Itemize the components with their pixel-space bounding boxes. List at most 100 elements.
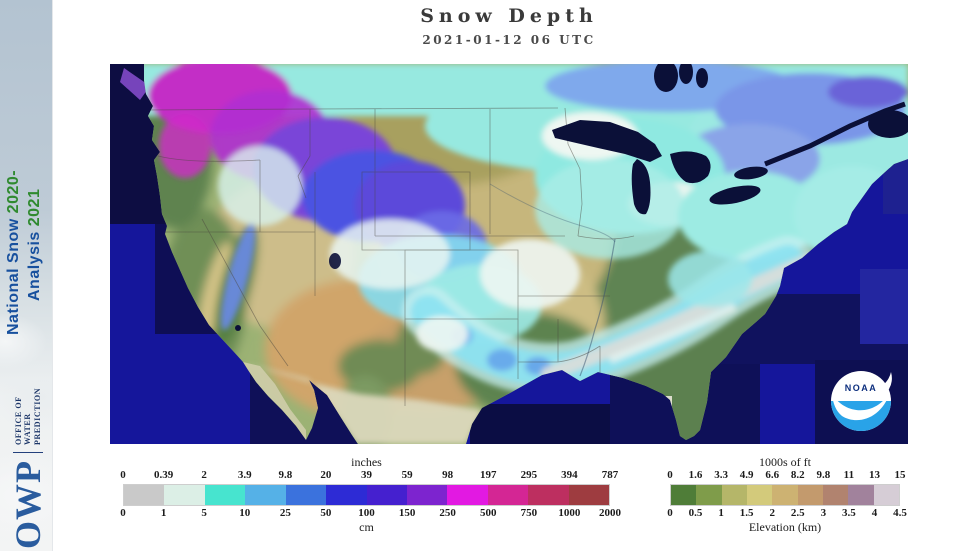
tick-label: 295 (520, 469, 538, 481)
tick-label: 1 (160, 507, 167, 519)
snow-color-segment (245, 485, 286, 505)
elevation-color-segment (848, 485, 874, 505)
tick-label: 0.39 (153, 469, 174, 481)
owp-org-name: OFFICE OF WATER PREDICTION (14, 388, 43, 445)
elevation-color-segment (746, 485, 773, 505)
tick-label: 250 (439, 507, 456, 519)
tick-label: 5 (201, 507, 207, 519)
tick-label: 2000 (599, 507, 621, 519)
tick-label: 197 (480, 469, 497, 481)
tick-label: 2 (769, 507, 775, 519)
elevation-colorbar (670, 484, 900, 506)
elevation-ticks-km: 0 0.5 1 1.5 2 2.5 3 3.5 4 4.5 (667, 507, 907, 521)
tick-label: 0 (667, 469, 673, 481)
tick-label: 3 (820, 507, 827, 519)
snow-color-segment (326, 485, 367, 505)
tick-label: 50 (320, 507, 332, 519)
elevation-color-segment (772, 485, 798, 505)
tick-label: 1 (718, 507, 724, 519)
elevation-legend: 1000s of ft 0 1.6 3.3 4.9 6.6 8.2 9.8 11… (667, 456, 907, 534)
tick-label: 150 (398, 507, 416, 519)
snow-color-segment (406, 485, 448, 505)
elevation-color-segment (873, 485, 899, 505)
tick-label: 500 (480, 507, 497, 519)
tick-label: 0 (120, 469, 126, 481)
snow-color-segment (366, 485, 407, 505)
noaa-logo: NOAA (831, 371, 892, 431)
tick-label: 20 (320, 469, 332, 481)
tick-label: 0 (120, 507, 126, 519)
owp-org-line2: WATER (23, 413, 33, 445)
owp-divider (13, 452, 43, 453)
snow-color-segment (285, 485, 327, 505)
snow-color-segment (124, 485, 165, 505)
snow-color-segment (164, 485, 205, 505)
vancouver-island (120, 68, 150, 100)
tick-label: 98 (442, 469, 454, 481)
tick-label: 2 (201, 469, 207, 481)
valid-datetime: 2021-01-12 06 UTC (422, 33, 596, 47)
tick-label: 59 (401, 469, 413, 481)
elevation-color-segment (671, 485, 697, 505)
elevation-color-segment (822, 485, 849, 505)
tick-label: 1000 (558, 507, 581, 519)
tick-label: 15 (894, 469, 906, 481)
sidebar-title: National Snow 2020- Analysis 2021 (3, 10, 47, 335)
tick-label: 10 (239, 507, 251, 519)
tick-label: 6.6 (765, 469, 780, 481)
great-lakes (235, 64, 908, 331)
tick-label: 25 (279, 507, 291, 519)
snow-unit-bottom-label: cm (359, 520, 374, 534)
elevation-color-segment (797, 485, 823, 505)
owp-branding: OWP OFFICE OF WATER PREDICTION (5, 331, 51, 549)
elevation-color-segment (696, 485, 722, 505)
owp-org-line1: OFFICE OF (13, 396, 23, 445)
snow-unit-top-label: inches (351, 455, 382, 469)
tick-label: 4.9 (739, 469, 754, 481)
tick-label: 3.3 (714, 469, 728, 481)
season-year-end: 2021 (26, 188, 43, 227)
snow-depth-map: NOAA (110, 64, 908, 444)
tick-label: 39 (361, 469, 372, 481)
tick-label: 750 (520, 507, 538, 519)
elevation-color-segment (721, 485, 747, 505)
tick-label: 394 (561, 469, 578, 481)
page-title: Snow Depth (420, 5, 598, 27)
elevation-unit-bottom-label: Elevation (km) (748, 520, 822, 534)
tick-label: 4 (871, 507, 878, 519)
season-year-start: 2020- (5, 169, 22, 214)
tick-label: 2.5 (790, 507, 805, 519)
snow-color-segment (568, 485, 610, 505)
snow-color-segment (487, 485, 529, 505)
tick-label: 3.5 (842, 507, 856, 519)
tick-label: 100 (358, 507, 375, 519)
owp-org-line3: PREDICTION (32, 387, 42, 445)
noaa-logo-text: NOAA (845, 383, 878, 393)
snow-color-segment (204, 485, 246, 505)
sidebar-title-line2: Analysis 2021 (26, 188, 43, 301)
tick-label: 4.5 (893, 507, 907, 519)
state-borders (144, 107, 635, 406)
tick-label: 0 (667, 507, 673, 519)
tick-label: 9.8 (278, 469, 293, 481)
tick-label: 11 (843, 469, 855, 481)
sidebar-title-line1: National Snow 2020- (5, 169, 22, 335)
snow-colorbar (123, 484, 610, 506)
rivers (489, 183, 616, 377)
tick-label: 8.2 (790, 469, 805, 481)
snow-color-segment (447, 485, 488, 505)
snow-color-segment (528, 485, 569, 505)
tick-label: 787 (601, 469, 619, 481)
map-header: Snow Depth 2021-01-12 06 UTC (110, 5, 908, 47)
tick-label: 9.8 (816, 469, 831, 481)
snow-depth-legend: inches 0 0.39 2 3.9 9.8 20 39 59 98 197 … (120, 455, 621, 534)
snow-depth-map-image: NOAA (110, 64, 908, 444)
tick-label: 0.5 (688, 507, 703, 519)
tick-label: 1.5 (739, 507, 754, 519)
sidebar-banner: National Snow 2020- Analysis 2021 OWP OF… (0, 0, 53, 551)
tick-label: 3.9 (237, 469, 252, 481)
elevation-ticks-ft: 0 1.6 3.3 4.9 6.6 8.2 9.8 11 13 15 (667, 469, 905, 483)
snow-ticks-cm: 0 1 5 10 25 50 100 150 250 500 750 1000 … (120, 507, 621, 521)
owp-logo: OWP (8, 460, 48, 549)
